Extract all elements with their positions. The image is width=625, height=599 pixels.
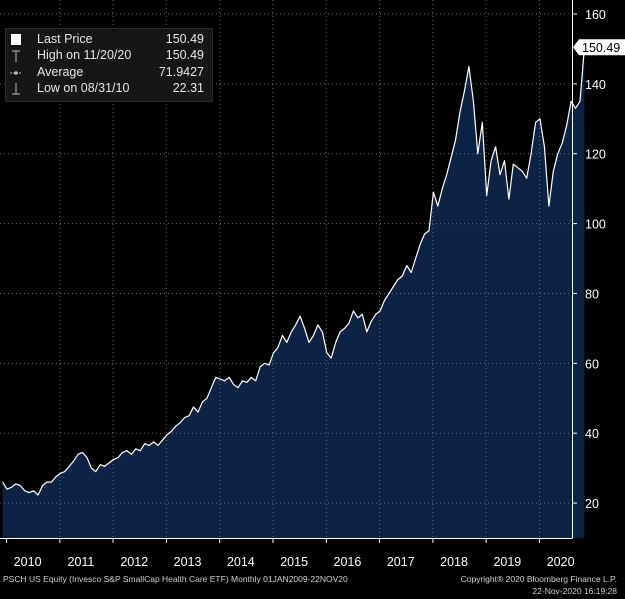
x-tick-label-2018: 2018: [440, 555, 468, 569]
copyright-text: Copyright® 2020 Bloomberg Finance L.P.: [460, 574, 617, 584]
price-line: [2, 47, 585, 496]
legend-row-average: Average 71.9427: [6, 65, 212, 81]
low-marker-icon: [10, 82, 22, 96]
x-tick-label-2013: 2013: [174, 555, 202, 569]
y-tick-label-20: 20: [585, 497, 599, 511]
legend-row-high: High on 11/20/20 150.49: [6, 48, 212, 64]
legend: Last Price 150.49 High on 11/20/20 150.4…: [5, 28, 213, 102]
y-tick-label-160: 160: [585, 8, 606, 22]
legend-row-low: Low on 08/31/10 22.31: [6, 81, 212, 97]
x-tick-label-2017: 2017: [387, 555, 415, 569]
y-tick-label-120: 120: [585, 148, 606, 162]
last-price-tag-label: 150.49: [582, 41, 620, 55]
average-marker-icon: [10, 66, 22, 80]
legend-last-price-value: 150.49: [165, 32, 204, 46]
legend-high-value: 150.49: [165, 48, 204, 62]
ticker-info: PSCH US Equity (Invesco S&P SmallCap Hea…: [3, 574, 348, 584]
legend-average-label: Average: [37, 65, 84, 79]
legend-average-value: 71.9427: [158, 65, 204, 79]
area-fill: [2, 47, 585, 538]
y-tick-label-60: 60: [585, 357, 599, 371]
y-tick-label-80: 80: [585, 287, 599, 301]
timestamp-text: 22-Nov-2020 16:19:28: [532, 586, 617, 596]
legend-low-value: 22.31: [172, 81, 204, 95]
y-tick-label-140: 140: [585, 78, 606, 92]
x-tick-label-2012: 2012: [120, 555, 148, 569]
filled-square-icon: [10, 33, 22, 47]
last-price-tag-bg: [573, 39, 625, 56]
x-tick-label-2014: 2014: [227, 555, 255, 569]
legend-low-label: Low on 08/31/10: [37, 81, 130, 95]
legend-row-last-price: Last Price 150.49: [6, 32, 212, 48]
x-tick-label-2010: 2010: [14, 555, 42, 569]
legend-high-label: High on 11/20/20: [37, 48, 132, 62]
last-price-tag: 150.49: [573, 39, 625, 56]
x-tick-label-2015: 2015: [280, 555, 308, 569]
y-tick-label-100: 100: [585, 218, 606, 232]
legend-last-price-label: Last Price: [37, 32, 93, 46]
x-tick-label-2016: 2016: [334, 555, 362, 569]
x-tick-label-2020: 2020: [547, 555, 575, 569]
x-tick-label-2019: 2019: [493, 555, 521, 569]
y-tick-label-40: 40: [585, 427, 599, 441]
x-tick-label-2011: 2011: [68, 555, 95, 569]
high-marker-icon: [10, 49, 22, 63]
